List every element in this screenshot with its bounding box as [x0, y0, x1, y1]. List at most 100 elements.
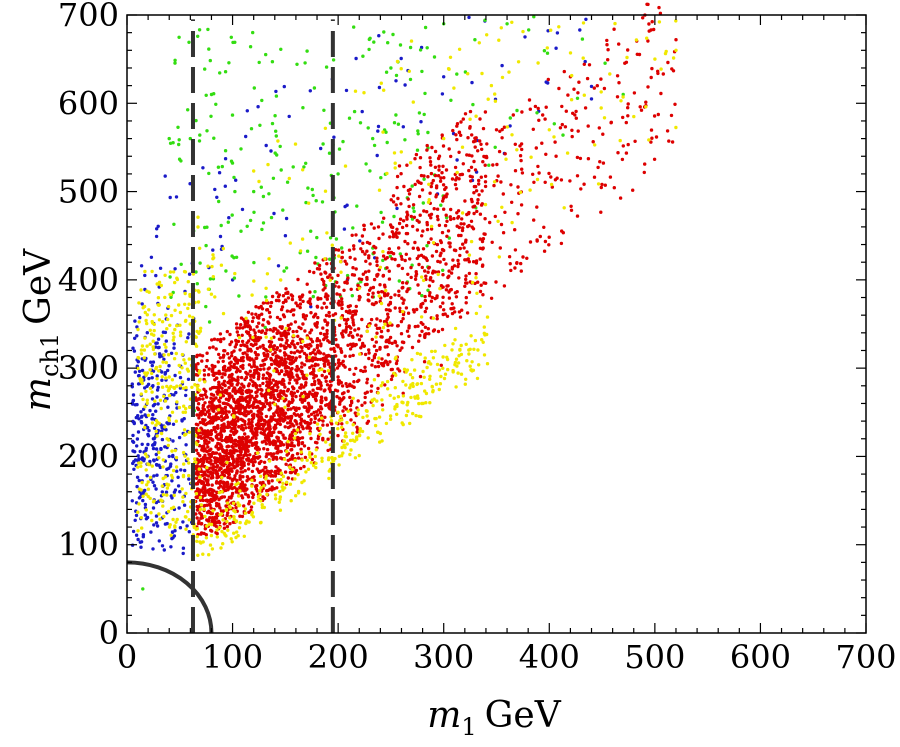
point-red: [471, 140, 476, 144]
point-yellow: [181, 410, 185, 414]
point-red: [254, 385, 258, 389]
point-yellow: [184, 340, 188, 344]
point-red: [256, 377, 261, 381]
point-red: [300, 419, 304, 423]
point-red: [349, 342, 353, 346]
point-green: [410, 184, 414, 188]
point-red: [262, 460, 267, 464]
point-yellow: [394, 373, 398, 377]
point-red: [289, 407, 293, 411]
point-red: [261, 301, 266, 305]
point-green: [264, 52, 268, 57]
point-yellow: [451, 370, 455, 374]
point-red: [449, 217, 453, 222]
point-yellow: [224, 508, 228, 512]
point-red: [543, 180, 547, 184]
point-blue: [223, 184, 227, 188]
point-yellow: [136, 529, 140, 533]
point-yellow: [497, 38, 501, 42]
point-yellow: [318, 426, 322, 431]
point-red: [206, 519, 211, 523]
point-green: [239, 147, 243, 151]
point-red: [196, 521, 201, 526]
point-yellow: [674, 125, 678, 130]
point-red: [391, 235, 396, 239]
point-yellow: [162, 342, 167, 347]
point-red: [257, 321, 261, 325]
point-red: [225, 524, 230, 529]
point-red: [617, 42, 621, 46]
point-yellow: [181, 450, 186, 455]
point-red: [319, 405, 323, 409]
point-yellow: [139, 288, 143, 292]
point-yellow: [438, 286, 442, 291]
point-red: [439, 251, 443, 255]
point-yellow: [671, 56, 676, 60]
point-yellow: [142, 348, 147, 352]
point-red: [528, 107, 532, 111]
point-yellow: [187, 302, 191, 306]
point-red: [203, 441, 207, 445]
point-red: [350, 334, 355, 338]
point-red: [325, 297, 329, 301]
point-blue: [160, 370, 164, 374]
point-yellow: [197, 290, 201, 294]
point-green: [392, 214, 396, 219]
point-red: [419, 305, 423, 309]
point-yellow: [320, 367, 324, 372]
point-red: [513, 228, 517, 232]
point-yellow: [163, 273, 167, 277]
point-blue: [139, 540, 144, 544]
point-red: [374, 348, 379, 353]
point-blue: [154, 514, 159, 518]
point-yellow: [338, 414, 343, 419]
point-red: [238, 485, 242, 490]
point-blue: [135, 475, 140, 479]
point-yellow: [144, 318, 148, 323]
point-red: [431, 178, 435, 183]
point-blue: [131, 529, 136, 534]
point-blue: [167, 454, 171, 459]
point-blue: [152, 484, 157, 488]
point-green: [313, 290, 317, 294]
point-yellow: [139, 516, 143, 520]
point-green: [379, 210, 383, 215]
point-yellow: [174, 465, 179, 469]
point-yellow: [173, 525, 177, 529]
point-yellow: [307, 201, 311, 205]
point-yellow: [177, 303, 181, 307]
point-yellow: [475, 291, 479, 295]
point-red: [267, 470, 271, 474]
point-yellow: [301, 168, 305, 172]
point-yellow: [343, 431, 348, 435]
point-red: [302, 444, 307, 448]
point-red: [284, 462, 288, 466]
point-yellow: [378, 265, 383, 269]
point-red: [304, 344, 309, 349]
point-red: [464, 274, 468, 278]
point-yellow: [216, 408, 221, 412]
point-red: [417, 254, 421, 258]
point-yellow: [180, 352, 185, 357]
point-green: [493, 145, 497, 149]
point-yellow: [145, 455, 149, 459]
point-blue: [152, 474, 156, 478]
point-red: [272, 326, 276, 331]
point-yellow: [552, 135, 556, 139]
point-red: [289, 322, 293, 326]
point-red: [295, 369, 299, 373]
point-green: [366, 126, 370, 130]
point-blue: [394, 79, 398, 83]
point-yellow: [443, 372, 448, 376]
point-yellow: [209, 292, 214, 296]
point-red: [442, 207, 446, 211]
point-red: [615, 95, 620, 99]
point-green: [542, 49, 547, 53]
point-yellow: [441, 366, 445, 370]
point-red: [367, 348, 371, 352]
point-blue: [133, 370, 137, 374]
point-red: [431, 329, 436, 333]
point-blue: [182, 503, 187, 507]
point-yellow: [276, 478, 280, 482]
point-yellow: [161, 458, 165, 462]
